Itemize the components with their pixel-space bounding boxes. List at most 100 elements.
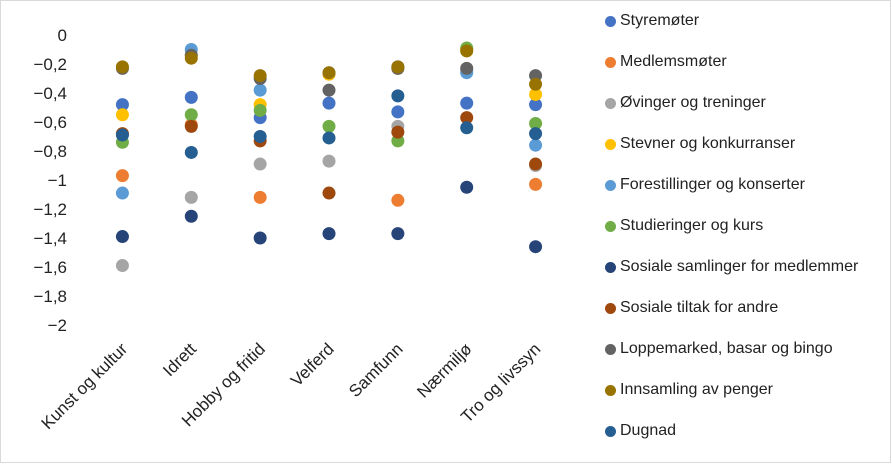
y-tick-label: −2: [48, 316, 67, 335]
data-point: [184, 108, 198, 122]
legend-item: Innsamling av penger: [605, 381, 890, 398]
legend-marker: [605, 262, 616, 273]
legend-label: Sosiale tiltak for andre: [620, 299, 779, 316]
data-point: [322, 66, 336, 80]
data-points: [115, 41, 543, 273]
legend-marker: [605, 57, 616, 68]
data-point: [529, 77, 543, 91]
data-point: [253, 231, 267, 245]
y-tick-label: −1,4: [33, 229, 67, 248]
y-tick-label: −0,6: [33, 113, 67, 132]
legend-label: Øvinger og treninger: [620, 94, 766, 111]
legend-marker: [605, 98, 616, 109]
data-point: [460, 61, 474, 75]
legend-marker: [605, 16, 616, 27]
legend-marker: [605, 221, 616, 232]
data-point: [115, 169, 129, 183]
legend-marker: [605, 426, 616, 437]
legend-marker: [605, 344, 616, 355]
data-point: [529, 98, 543, 112]
data-point: [391, 60, 405, 74]
data-point: [460, 111, 474, 125]
data-point: [253, 130, 267, 143]
legend-item: Sosiale samlinger for medlemmer: [605, 258, 890, 275]
x-tick-label: Samfunn: [345, 339, 407, 401]
data-point: [529, 157, 543, 171]
data-point: [529, 138, 543, 152]
data-point: [115, 128, 129, 142]
data-point: [253, 190, 267, 204]
y-tick-label: −1,2: [33, 200, 67, 219]
legend-label: Stevner og konkurranser: [620, 135, 796, 152]
legend-item: Forestillinger og konserter: [605, 176, 890, 193]
legend-marker: [605, 139, 616, 150]
legend-item: Sosiale tiltak for andre: [605, 299, 890, 316]
legend-label: Dugnad: [620, 422, 677, 439]
data-point: [184, 190, 198, 204]
y-axis: 0 −0,2 −0,4 −0,6 −0,8 −1 −1,2 −1,4 −1,6 −1,8 −2: [33, 26, 67, 335]
legend-label: Loppemarked, basar og bingo: [620, 340, 833, 357]
legend-item: Studieringer og kurs: [605, 217, 890, 234]
x-tick-label: Velferd: [287, 339, 338, 390]
data-point: [460, 44, 474, 58]
data-point: [460, 96, 474, 110]
data-point: [184, 119, 198, 133]
legend-label: Styremøter: [620, 12, 700, 29]
y-tick-label: −1,6: [33, 258, 67, 277]
data-point: [391, 193, 405, 207]
data-point: [322, 96, 336, 110]
y-tick-label: 0: [58, 26, 67, 45]
y-tick-label: −0,2: [33, 55, 67, 74]
data-point: [115, 98, 129, 112]
data-point: [115, 186, 129, 200]
x-tick-label: Nærmiljø: [413, 339, 475, 401]
data-point: [184, 51, 198, 65]
y-tick-label: −0,8: [33, 142, 67, 161]
data-point: [253, 69, 267, 83]
legend-item: Stevner og konkurranser: [605, 135, 890, 152]
data-point: [253, 103, 267, 117]
legend-item: Øvinger og treninger: [605, 94, 890, 111]
data-point: [115, 230, 129, 244]
data-point: [115, 108, 129, 122]
data-point: [391, 125, 405, 139]
legend-label: Medlemsmøter: [620, 53, 727, 70]
y-tick-label: −1: [48, 171, 67, 190]
data-point: [529, 240, 543, 254]
data-point: [253, 157, 267, 171]
data-point: [322, 83, 336, 97]
legend-marker: [605, 385, 616, 396]
data-point: [322, 119, 336, 133]
data-point: [115, 259, 129, 273]
legend-marker: [605, 303, 616, 314]
x-tick-label: Kunst og kultur: [38, 339, 132, 433]
data-point: [184, 145, 198, 159]
legend-item: Medlemsmøter: [605, 53, 890, 70]
legend-label: Sosiale samlinger for medlemmer: [620, 258, 859, 275]
data-point: [322, 131, 336, 145]
data-point: [529, 127, 543, 141]
data-point: [391, 227, 405, 241]
data-point: [391, 105, 405, 119]
data-point: [529, 177, 543, 191]
legend-item: Styremøter: [605, 12, 890, 29]
data-point: [184, 90, 198, 104]
legend-label: Innsamling av penger: [620, 381, 773, 398]
y-tick-label: −1,8: [33, 287, 67, 306]
x-tick-label: Idrett: [159, 339, 200, 380]
legend-item: Dugnad: [605, 422, 890, 439]
data-point: [529, 116, 543, 130]
data-point: [391, 89, 405, 103]
data-point: [529, 87, 543, 101]
legend-label: Forestillinger og konserter: [620, 176, 805, 193]
legend-label: Studieringer og kurs: [620, 217, 764, 234]
legend-item: Loppemarked, basar og bingo: [605, 340, 890, 357]
data-point: [322, 154, 336, 168]
data-point: [460, 121, 474, 135]
data-point: [460, 180, 474, 194]
data-point: [115, 60, 129, 74]
y-tick-label: −0,4: [33, 84, 67, 103]
